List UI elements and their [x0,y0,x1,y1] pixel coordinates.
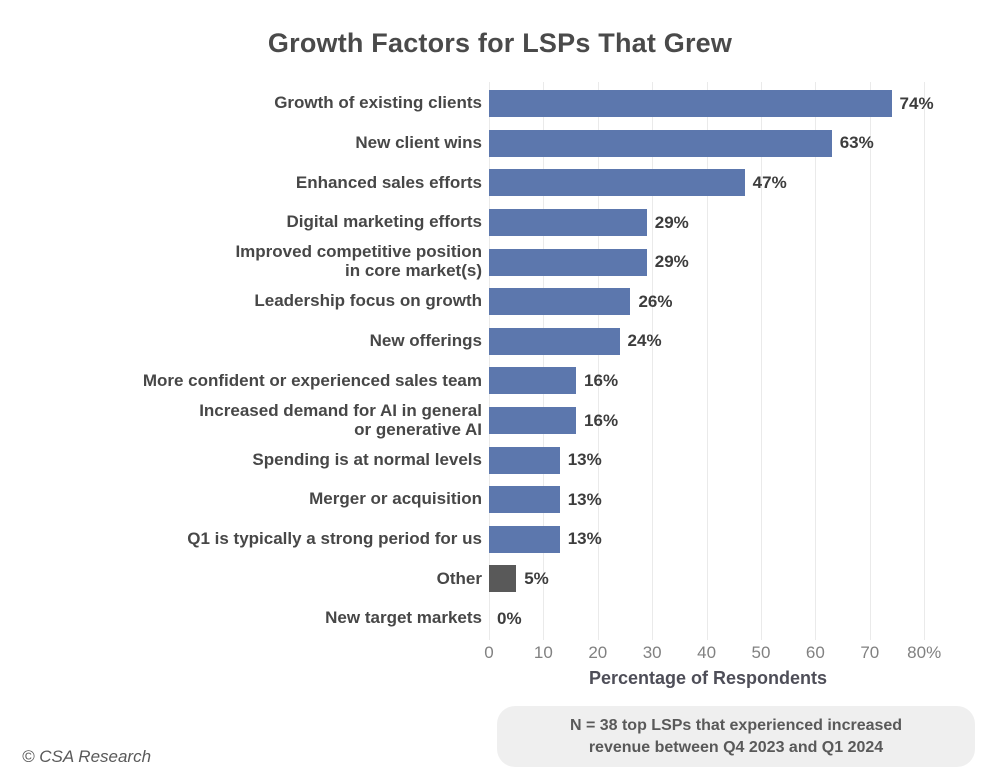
bar [489,407,577,435]
value-label: 5% [524,568,549,588]
gridline [489,82,490,640]
bar [489,209,647,237]
value-label: 24% [627,331,662,351]
category-label: Improved competitive position in core ma… [235,242,482,281]
bar-area: 5% [489,565,1000,593]
category-label: New client wins [355,133,482,153]
bar-row: Growth of existing clients 74% [0,84,1000,124]
category-label: Growth of existing clients [274,93,482,113]
bar-row: Improved competitive position in core ma… [0,242,1000,282]
x-tick-label: 70 [860,643,880,662]
category-label: Enhanced sales efforts [295,172,482,192]
bar [489,248,647,276]
gridline [924,82,926,640]
bar-area: 74% [489,90,1000,118]
bar-row: Q1 is typically a strong period for us 13… [0,520,1000,560]
bar-rows: Growth of existing clients 74% New client … [0,84,1000,638]
x-tick-label: 10 [533,643,553,662]
value-label: 16% [584,410,619,430]
gridline [706,82,708,640]
value-label: 0% [497,608,522,628]
bar-row: Other 5% [0,559,1000,599]
bar-area: 13% [489,486,1000,514]
value-label: 29% [654,212,689,232]
bar [489,327,620,355]
bar-area: 47% [489,169,1000,197]
x-axis-title: Percentage of Respondents [588,668,828,688]
value-label: 13% [567,450,602,470]
x-tick-label: 20 [588,643,608,662]
bar-area: 16% [489,367,1000,395]
gridline [761,82,762,640]
category-label: Spending is at normal levels [252,449,482,469]
category-label: Increased demand for AI in general or ge… [199,400,482,439]
value-label: 47% [752,172,787,192]
gridline [652,82,654,640]
bar-row: More confident or experienced sales team… [0,361,1000,401]
value-label: 16% [584,370,619,390]
x-tick-label: 50 [751,643,771,662]
x-tick-label: 60 [805,643,825,662]
x-tick-label: 30 [642,643,662,662]
value-label: 13% [567,489,602,509]
category-label: Digital marketing efforts [286,212,482,232]
copyright-footer: © CSA Research [22,747,152,766]
bar-area: 24% [489,327,1000,355]
bar-row: Digital marketing efforts 29% [0,203,1000,243]
category-label: Q1 is typically a strong period for us [187,528,482,548]
gridlines [489,82,927,640]
bar [489,288,631,316]
bar-row: Merger or acquisition 13% [0,480,1000,520]
bar-row: Enhanced sales efforts 47% [0,163,1000,203]
category-label: More confident or experienced sales team [142,370,482,390]
bar-row: Spending is at normal levels 13% [0,440,1000,480]
x-tick-label: 40 [697,643,717,662]
bar-area: 0% [489,605,1000,632]
sample-size-note: N = 38 top LSPs that experienced increas… [497,706,975,768]
value-label: 63% [839,133,874,153]
bar-row: New offerings 24% [0,322,1000,362]
bar [489,129,832,157]
bar-area: 13% [489,525,1000,553]
category-label: Other [436,568,482,588]
value-label: 29% [654,252,689,272]
bar [489,90,892,118]
value-label: 74% [899,93,934,113]
x-tick-label: 0 [484,643,494,662]
gridline [597,82,599,640]
bar-area: 16% [489,407,1000,435]
value-label: 13% [567,529,602,549]
bar [489,169,745,197]
x-axis-ticks: 0 10 20 30 40 50 60 70 80% [0,643,1000,665]
bar-area: 29% [489,209,1000,237]
bar [489,525,560,553]
x-tick-label: 80% [907,643,942,662]
bar-area: 63% [489,129,1000,157]
bar-row: Increased demand for AI in general or ge… [0,401,1000,441]
category-label: Leadership focus on growth [254,291,482,311]
chart-title: Growth Factors for LSPs That Grew [267,28,733,58]
bar [489,446,560,474]
bar-row: New client wins 63% [0,124,1000,164]
gridline [543,82,545,640]
value-label: 26% [638,291,673,311]
bar-row: New target markets 0% [0,599,1000,639]
category-label: New offerings [369,331,482,351]
bar-area: 13% [489,446,1000,474]
bar [489,565,517,593]
gridline [869,82,871,640]
bar-row: Leadership focus on growth 26% [0,282,1000,322]
bar [489,486,560,514]
gridline [815,82,817,640]
bar-area: 29% [489,248,1000,276]
bar-area: 26% [489,288,1000,316]
bar [489,367,577,395]
category-label: New target markets [325,608,482,628]
category-label: Merger or acquisition [309,489,482,509]
